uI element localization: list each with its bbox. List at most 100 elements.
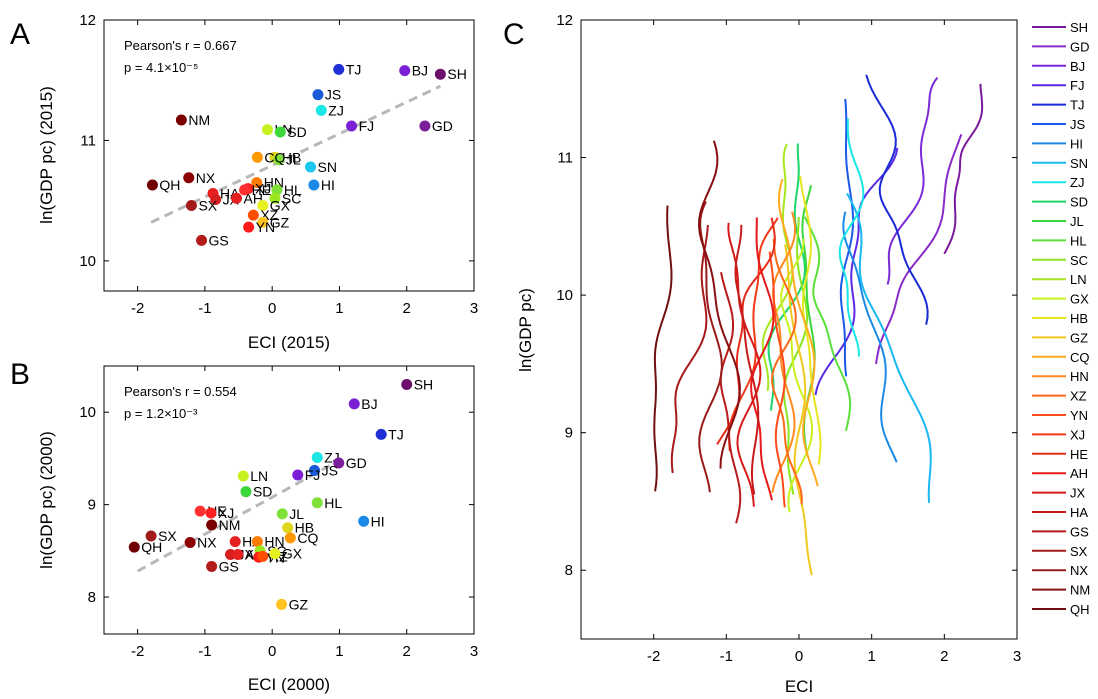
- point-label-js: JS: [322, 462, 338, 478]
- x-tick-label: 1: [867, 648, 875, 665]
- point-gd: [419, 120, 430, 131]
- point-sd: [240, 486, 251, 497]
- y-tick-label: 9: [88, 497, 96, 514]
- point-bj: [399, 65, 410, 76]
- y-tick-label: 8: [565, 562, 573, 579]
- point-ah: [231, 193, 242, 204]
- x-tick-label: -1: [198, 300, 211, 317]
- point-label-yn: YN: [256, 219, 275, 235]
- point-label-nx: NX: [196, 170, 216, 186]
- point-label-jl: JL: [286, 152, 301, 168]
- panel-letter-c: C: [503, 18, 525, 51]
- legend-label-gz: GZ: [1070, 330, 1088, 345]
- x-tick-label: -2: [131, 300, 144, 317]
- point-gz: [276, 599, 287, 610]
- panel-c-legend: SH GD BJ FJ TJ JS HI SN ZJ SD JL HL SC LN GX HB GZ CQ HN XZ…: [1032, 20, 1090, 617]
- legend-label-nx: NX: [1070, 563, 1088, 578]
- point-label-hi: HI: [321, 177, 335, 193]
- y-tick-label: 9: [565, 425, 573, 442]
- point-label-sd: SD: [253, 484, 272, 500]
- legend-label-hi: HI: [1070, 136, 1083, 151]
- point-xz: [257, 551, 268, 562]
- x-tick-label: 3: [470, 643, 478, 660]
- point-label-hi: HI: [371, 513, 385, 529]
- point-label-hl: HL: [324, 495, 342, 511]
- x-tick-label: 0: [268, 643, 276, 660]
- x-tick-label: 0: [268, 300, 276, 317]
- point-gx: [269, 548, 280, 559]
- point-sd: [275, 127, 286, 138]
- point-label-sx: SX: [198, 197, 217, 213]
- point-label-sh: SH: [447, 66, 466, 82]
- point-label-gx: GX: [282, 546, 303, 562]
- point-label-ln: LN: [250, 468, 268, 484]
- panel-c-xlabel: ECI: [785, 677, 813, 696]
- x-tick-label: 3: [1013, 648, 1021, 665]
- panel-a-stat-pvalue: p = 4.1×10⁻⁵: [124, 60, 198, 75]
- x-tick-label: -2: [131, 643, 144, 660]
- trajectory-bj: [888, 78, 938, 285]
- legend-label-hb: HB: [1070, 311, 1088, 326]
- legend-label-sn: SN: [1070, 156, 1088, 171]
- point-label-gs: GS: [219, 559, 239, 575]
- legend-label-nm: NM: [1070, 583, 1090, 598]
- point-label-fj: FJ: [359, 118, 375, 134]
- point-xj: [205, 507, 216, 518]
- legend-label-yn: YN: [1070, 408, 1088, 423]
- x-tick-label: 2: [403, 643, 411, 660]
- point-he: [195, 506, 206, 517]
- point-label-cq: CQ: [264, 149, 285, 165]
- legend-label-js: JS: [1070, 117, 1086, 132]
- legend-label-sd: SD: [1070, 195, 1088, 210]
- point-label-sn: SN: [318, 159, 337, 175]
- point-label-sd: SD: [287, 124, 306, 140]
- x-tick-label: 1: [335, 300, 343, 317]
- point-zj: [316, 105, 327, 116]
- point-yn: [243, 222, 254, 233]
- point-bj: [349, 398, 360, 409]
- point-sh: [435, 69, 446, 80]
- legend-label-tj: TJ: [1070, 98, 1084, 113]
- legend-label-cq: CQ: [1070, 350, 1090, 365]
- x-tick-label: -1: [198, 643, 211, 660]
- point-label-qh: QH: [141, 539, 162, 555]
- panel-b-scatter: Pearson's r = 0.554 p = 1.2×10⁻³ ECI (20…: [37, 366, 478, 694]
- point-sh: [401, 379, 412, 390]
- point-nm: [206, 519, 217, 530]
- legend-label-ln: LN: [1070, 272, 1087, 287]
- trajectory-qh: [654, 206, 671, 492]
- legend-label-sx: SX: [1070, 544, 1088, 559]
- point-gs: [196, 235, 207, 246]
- legend-label-sc: SC: [1070, 253, 1088, 268]
- legend-label-qh: QH: [1070, 602, 1090, 617]
- legend-label-hl: HL: [1070, 233, 1087, 248]
- point-js: [312, 89, 323, 100]
- legend-label-he: HE: [1070, 447, 1088, 462]
- panel-b-stat-pvalue: p = 1.2×10⁻³: [124, 406, 198, 421]
- legend-label-sh: SH: [1070, 20, 1088, 35]
- point-he: [239, 184, 250, 195]
- panel-c-trajectories: ECI ln(GDP pc) -2 -1 0 1 2 389101112: [516, 12, 1021, 696]
- y-tick-label: 8: [88, 589, 96, 606]
- point-label-gd: GD: [346, 455, 367, 471]
- panel-a-points: SHBJTJJSZJFJGDNMLNSDHBJLCQSNNXQHHNHIHAJX…: [147, 61, 467, 248]
- point-nx: [183, 172, 194, 183]
- x-tick-label: 2: [403, 300, 411, 317]
- point-label-qh: QH: [159, 177, 180, 193]
- panel-letter-b: B: [10, 358, 30, 391]
- legend-label-gx: GX: [1070, 292, 1089, 307]
- panel-c-ticks: -2 -1 0 1 2 389101112: [556, 12, 1021, 665]
- legend-label-bj: BJ: [1070, 59, 1085, 74]
- legend-label-jx: JX: [1070, 486, 1086, 501]
- panel-a-stat-pearson: Pearson's r = 0.667: [124, 38, 237, 53]
- y-tick-label: 12: [79, 12, 96, 29]
- x-tick-label: 0: [795, 648, 803, 665]
- point-label-nm: NM: [188, 112, 210, 128]
- trajectory-sn: [847, 193, 931, 503]
- point-ha: [230, 536, 241, 547]
- panel-a-xlabel: ECI (2015): [248, 333, 330, 352]
- point-hl: [312, 497, 323, 508]
- point-tj: [376, 429, 387, 440]
- legend-label-ha: HA: [1070, 505, 1088, 520]
- y-tick-label: 12: [556, 12, 573, 29]
